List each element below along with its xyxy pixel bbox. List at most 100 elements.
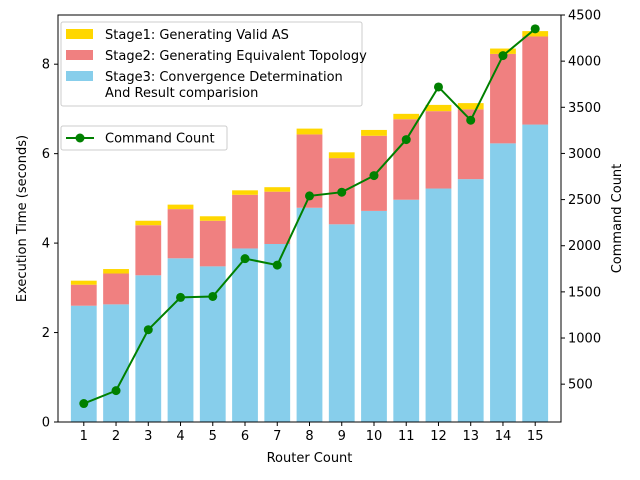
- bar-stage1: [167, 204, 194, 210]
- y-tick-label: 8: [42, 58, 50, 73]
- command-count-point: [466, 115, 476, 125]
- bar-stage1: [264, 187, 291, 192]
- bar-stage2: [103, 273, 129, 305]
- command-count-point: [369, 171, 379, 181]
- bar-stage2: [393, 119, 420, 200]
- y2-axis-label: Command Count: [610, 164, 625, 274]
- x-tick-label: 5: [209, 429, 217, 444]
- bar-stage1: [296, 128, 323, 135]
- legend-frame: [60, 21, 363, 107]
- command-count-point: [143, 325, 153, 335]
- y-axis-label: Execution Time (seconds): [15, 135, 30, 302]
- bar-stage2: [135, 225, 162, 276]
- command-count-point: [401, 135, 411, 145]
- bar-stage3: [425, 188, 452, 422]
- command-count-point: [240, 254, 250, 264]
- bars-layer: [70, 31, 549, 423]
- x-tick-label: 11: [398, 429, 415, 444]
- bar-stage3: [522, 124, 549, 423]
- bar-stage1: [361, 129, 387, 136]
- x-tick-label: 6: [241, 429, 249, 444]
- x-tick-label: 4: [176, 429, 184, 444]
- command-count-point: [79, 399, 89, 409]
- legend-marker-command-count: [75, 133, 85, 143]
- legend-frame: [60, 125, 228, 151]
- bar-stage3: [199, 266, 226, 422]
- legend-label-stage3: Stage3: Convergence Determination And Res…: [105, 70, 343, 101]
- legend-command-count: Command Count: [60, 125, 228, 151]
- bar-stage1: [522, 31, 549, 37]
- legend-swatch-stage1: [66, 29, 93, 39]
- legend-label-stage3-line: And Result comparision: [105, 86, 258, 101]
- right-axis: 500 1000 1500 2000 2500 3000 3500 4000 4500: [561, 9, 601, 393]
- y2-tick-label: 1000: [568, 332, 601, 347]
- x-tick-label: 7: [273, 429, 281, 444]
- y2-tick-label: 1500: [568, 285, 601, 300]
- command-count-point: [337, 187, 347, 197]
- x-axis-label: Router Count: [267, 451, 353, 466]
- bar-stage1: [328, 152, 355, 159]
- bar-stage2: [199, 220, 226, 267]
- bar-stage3: [490, 143, 516, 422]
- x-tick-label: 13: [462, 429, 479, 444]
- bar-stage2: [70, 284, 97, 306]
- bar-stage3: [135, 275, 162, 422]
- bar-stage1: [425, 104, 452, 112]
- legend-label-stage3-line: Stage3: Convergence Determination: [105, 70, 343, 85]
- bar-stage1: [135, 220, 162, 226]
- command-count-point: [433, 82, 443, 92]
- x-tick-label: 3: [144, 429, 152, 444]
- bar-stage3: [167, 258, 194, 422]
- x-tick-label: 10: [366, 429, 383, 444]
- y-tick-label: 2: [42, 326, 50, 341]
- bar-stage3: [328, 224, 355, 422]
- bar-stage3: [361, 210, 387, 422]
- bar-stage2: [232, 194, 258, 249]
- bar-stage2: [425, 111, 452, 189]
- bar-stage3: [264, 243, 291, 422]
- bar-stage3: [232, 248, 258, 422]
- bar-stage1: [103, 269, 129, 274]
- bar-stage1: [199, 216, 226, 221]
- y-tick-label: 4: [42, 237, 50, 252]
- command-count-point: [305, 191, 314, 201]
- x-tick-label: 8: [305, 429, 313, 444]
- command-count-point: [272, 260, 282, 270]
- y2-tick-label: 3000: [568, 147, 601, 162]
- y-tick-label: 6: [42, 147, 50, 162]
- x-tick-label: 2: [112, 429, 120, 444]
- left-axis: 0 2 4 6 8: [42, 58, 58, 431]
- x-tick-label: 12: [430, 429, 447, 444]
- bar-stage1: [70, 280, 97, 285]
- x-tick-label: 1: [80, 429, 88, 444]
- y2-tick-label: 2000: [568, 239, 601, 254]
- command-count-point: [176, 292, 186, 302]
- bar-stage3: [103, 304, 129, 422]
- command-count-point: [498, 51, 508, 61]
- x-axis: 1 2 3 4 5 6 7 8 9 10 11 12 13 14 15: [80, 422, 544, 444]
- legend-swatch-stage2: [66, 50, 93, 60]
- y2-tick-label: 4500: [568, 9, 601, 24]
- y2-tick-label: 2500: [568, 193, 601, 208]
- bar-stage3: [296, 207, 323, 422]
- bar-stage2: [490, 53, 516, 144]
- y2-tick-label: 3500: [568, 101, 601, 116]
- legend-label-command-count: Command Count: [105, 132, 215, 147]
- y-tick-label: 0: [42, 416, 50, 431]
- x-tick-label: 14: [495, 429, 512, 444]
- bar-stage1: [232, 190, 258, 195]
- bar-stage1: [457, 103, 484, 110]
- legend-swatch-stage3: [66, 71, 93, 81]
- command-count-point: [208, 291, 218, 301]
- bar-stage2: [167, 209, 194, 259]
- y2-tick-label: 4000: [568, 55, 601, 70]
- legend-stages: Stage1: Generating Valid AS Stage2: Gene…: [60, 21, 367, 107]
- legend-label-stage1: Stage1: Generating Valid AS: [105, 28, 289, 43]
- command-count-line-layer: [79, 24, 540, 409]
- bar-stage1: [393, 113, 420, 120]
- x-tick-label: 9: [338, 429, 346, 444]
- bar-stage3: [457, 179, 484, 422]
- bar-stage3: [393, 199, 420, 422]
- x-tick-label: 15: [527, 429, 544, 444]
